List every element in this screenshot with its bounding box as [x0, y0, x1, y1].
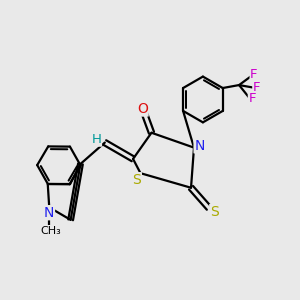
Text: S: S	[210, 205, 219, 218]
Text: N: N	[44, 206, 54, 220]
Text: F: F	[253, 81, 260, 94]
Text: S: S	[133, 173, 141, 187]
Text: N: N	[194, 139, 205, 153]
Text: CH₃: CH₃	[40, 226, 61, 236]
Text: F: F	[250, 68, 258, 82]
Text: H: H	[92, 133, 101, 146]
Text: F: F	[248, 92, 256, 105]
Text: O: O	[137, 102, 148, 116]
